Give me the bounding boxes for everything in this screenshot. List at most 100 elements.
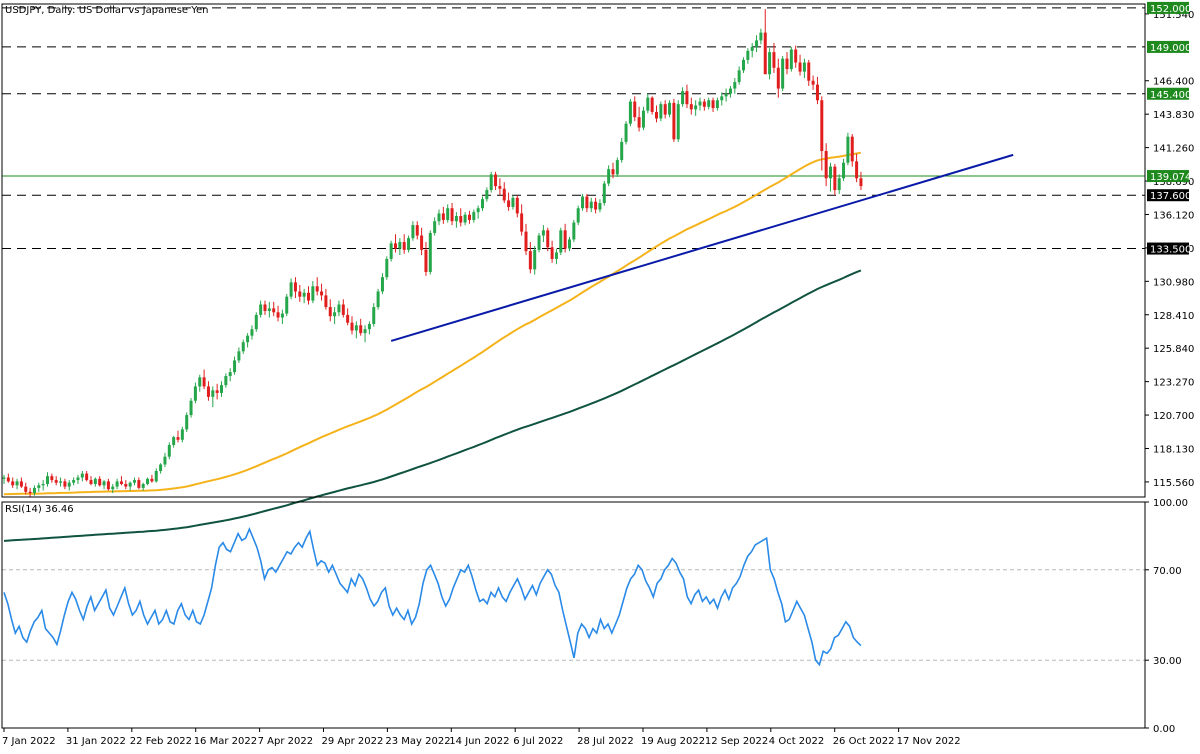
candle-body-51 xyxy=(224,376,228,386)
candle-body-23 xyxy=(102,481,106,486)
xtick-label-6: 23 May 2022 xyxy=(385,736,450,747)
xtick-label-9: 28 Jul 2022 xyxy=(577,736,634,747)
candle-body-49 xyxy=(215,390,219,393)
candle-body-182 xyxy=(794,49,798,63)
candle-body-16 xyxy=(72,480,76,483)
xtick-label-13: 26 Oct 2022 xyxy=(833,736,895,747)
candle-body-7 xyxy=(32,487,36,494)
candle-body-160 xyxy=(698,101,702,106)
candle-body-14 xyxy=(63,481,67,487)
candle-body-18 xyxy=(80,473,84,478)
price-ytick-label-13: 115.560 xyxy=(1153,478,1194,489)
candle-body-42 xyxy=(185,415,189,430)
candle-body-149 xyxy=(650,97,654,112)
candle-body-26 xyxy=(115,481,119,487)
price-ytick-label-4: 138.690 xyxy=(1153,177,1194,188)
candle-body-171 xyxy=(746,50,750,60)
candle-body-125 xyxy=(546,230,550,248)
price-ytick-label-10: 123.270 xyxy=(1153,378,1194,389)
trendline xyxy=(390,153,1014,342)
candle-body-130 xyxy=(568,239,571,249)
candle-body-85 xyxy=(372,307,376,324)
candle-body-41 xyxy=(180,429,184,440)
candle-body-4 xyxy=(19,481,23,487)
candle-body-176 xyxy=(768,52,772,75)
candle-body-3 xyxy=(15,481,19,486)
candle-body-35 xyxy=(154,470,158,482)
price-ytick-label-7: 130.980 xyxy=(1153,277,1194,288)
candle-body-36 xyxy=(159,464,163,471)
candle-body-109 xyxy=(476,208,480,213)
candle-body-1 xyxy=(6,477,10,482)
rsi-ytick-label-1: 70.00 xyxy=(1153,566,1182,577)
level-tag-bg-0 xyxy=(1147,1,1189,14)
candle-body-79 xyxy=(346,314,350,323)
candle-body-121 xyxy=(528,251,532,270)
candle-body-148 xyxy=(646,97,650,111)
candle-body-173 xyxy=(755,40,759,47)
candle-body-83 xyxy=(363,329,367,334)
candle-body-88 xyxy=(385,258,389,278)
candle-body-29 xyxy=(128,482,132,487)
candle-body-65 xyxy=(285,296,289,314)
candle-body-162 xyxy=(707,100,711,107)
candle-body-167 xyxy=(728,88,732,94)
candle-body-78 xyxy=(341,304,345,315)
level-tag-label-4: 137.600 xyxy=(1150,191,1191,202)
candle-body-50 xyxy=(220,385,223,393)
xtick-label-8: 6 Jul 2022 xyxy=(513,736,563,747)
level-tag-label-0: 152.000 xyxy=(1150,4,1191,15)
candle-body-5 xyxy=(24,486,28,492)
xtick-label-2: 22 Feb 2022 xyxy=(130,736,192,747)
candle-body-48 xyxy=(211,390,215,397)
candle-body-104 xyxy=(454,216,458,222)
candle-body-154 xyxy=(672,102,676,140)
candle-body-95 xyxy=(415,225,419,236)
candle-body-54 xyxy=(237,351,241,361)
candle-body-169 xyxy=(737,70,741,83)
candle-body-2 xyxy=(11,481,15,486)
candle-body-102 xyxy=(446,208,450,220)
candle-body-94 xyxy=(411,225,415,239)
candle-body-9 xyxy=(41,483,45,486)
candle-body-86 xyxy=(376,291,380,308)
rsi-ytick-label-3: 0.00 xyxy=(1153,724,1175,735)
candle-body-103 xyxy=(450,208,454,222)
candle-body-32 xyxy=(141,483,145,488)
xtick-label-1: 31 Jan 2022 xyxy=(66,736,126,747)
candle-body-37 xyxy=(163,456,167,465)
candle-body-60 xyxy=(263,304,267,311)
candle-body-53 xyxy=(233,360,237,373)
candle-body-73 xyxy=(320,291,324,296)
candle-body-174 xyxy=(759,32,763,41)
candle-body-21 xyxy=(93,478,97,484)
candle-body-15 xyxy=(67,482,71,487)
candle-body-38 xyxy=(167,444,171,457)
candle-body-184 xyxy=(802,62,806,72)
candle-body-178 xyxy=(776,67,780,89)
candle-body-20 xyxy=(89,480,93,484)
xtick-label-14: 17 Nov 2022 xyxy=(897,736,961,747)
candle-body-180 xyxy=(785,58,789,70)
level-tag-label-1: 149.000 xyxy=(1150,43,1191,54)
candle-body-119 xyxy=(520,213,524,232)
level-tag-bg-5 xyxy=(1147,242,1189,255)
candle-body-61 xyxy=(267,308,271,311)
candle-body-46 xyxy=(202,377,206,387)
candle-body-57 xyxy=(250,329,254,336)
xtick-label-11: 12 Sep 2022 xyxy=(705,736,768,747)
candle-body-161 xyxy=(702,101,706,107)
candle-body-159 xyxy=(694,105,698,110)
level-tag-label-5: 133.500 xyxy=(1150,245,1191,256)
candle-body-118 xyxy=(515,197,519,214)
candle-body-105 xyxy=(459,216,463,223)
candle-body-128 xyxy=(559,230,563,253)
candle-body-110 xyxy=(481,199,484,209)
candle-body-196 xyxy=(855,161,859,179)
xtick-label-3: 16 Mar 2022 xyxy=(194,736,257,747)
candle-body-139 xyxy=(607,169,611,184)
candle-body-28 xyxy=(124,483,128,487)
candle-body-90 xyxy=(394,243,397,249)
price-ytick-label-9: 125.840 xyxy=(1153,344,1194,355)
